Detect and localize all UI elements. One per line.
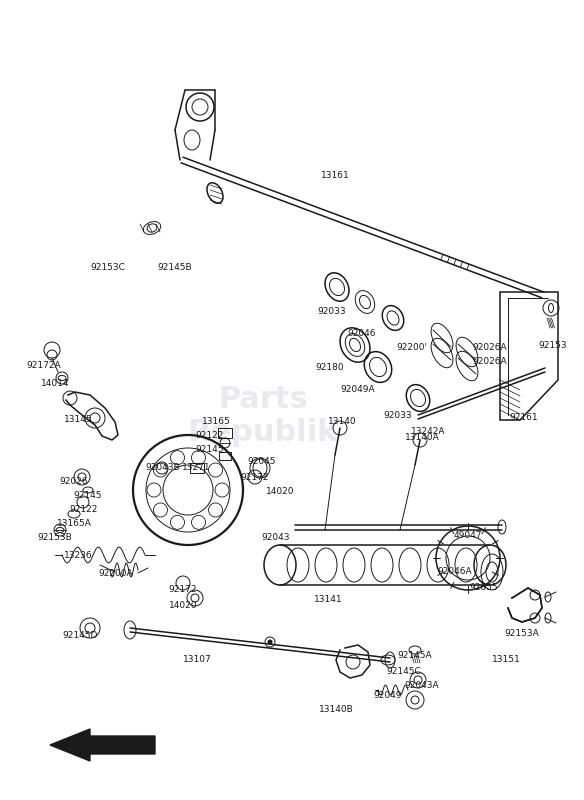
- Bar: [190, 463, 204, 473]
- Text: 13140B: 13140B: [319, 706, 353, 714]
- Circle shape: [268, 640, 272, 644]
- Text: 14014: 14014: [41, 378, 69, 387]
- Text: 92153A: 92153A: [505, 630, 540, 638]
- Text: 92153: 92153: [538, 341, 567, 350]
- Text: 92122: 92122: [70, 506, 98, 514]
- Text: 13140: 13140: [328, 418, 356, 426]
- Text: 14020: 14020: [266, 487, 294, 497]
- Text: 92043B: 92043B: [145, 463, 180, 473]
- Text: 13140A: 13140A: [405, 434, 439, 442]
- Text: 92045: 92045: [248, 458, 276, 466]
- Text: 92046A: 92046A: [437, 567, 472, 577]
- Text: 13141: 13141: [314, 595, 342, 605]
- Text: 13165: 13165: [201, 418, 230, 426]
- Text: 13271: 13271: [182, 463, 210, 473]
- Text: 92145C: 92145C: [387, 667, 422, 677]
- Text: 92180: 92180: [316, 363, 345, 373]
- Text: 92172: 92172: [241, 473, 269, 482]
- Text: 92153C: 92153C: [91, 262, 126, 271]
- Text: 13107: 13107: [183, 655, 211, 665]
- Text: 92043: 92043: [262, 533, 290, 542]
- Text: 92026: 92026: [60, 478, 88, 486]
- Bar: [219, 452, 231, 460]
- Text: 13145: 13145: [64, 415, 92, 425]
- Text: 13165A: 13165A: [57, 518, 92, 527]
- Text: 13242A: 13242A: [411, 427, 445, 437]
- Text: 13151: 13151: [492, 655, 520, 665]
- Text: 92026A: 92026A: [472, 358, 507, 366]
- Text: 92033: 92033: [318, 307, 346, 317]
- Text: 92145D: 92145D: [62, 630, 98, 639]
- Text: 13236: 13236: [64, 550, 92, 559]
- Text: 92200A: 92200A: [99, 570, 133, 578]
- Text: Parts
Republik: Parts Republik: [187, 385, 338, 447]
- Text: 92172: 92172: [169, 586, 197, 594]
- Text: 92145: 92145: [196, 446, 224, 454]
- Text: 92145: 92145: [74, 491, 102, 501]
- Text: 92049A: 92049A: [340, 386, 376, 394]
- Text: 92043A: 92043A: [405, 682, 439, 690]
- Text: 92122: 92122: [196, 431, 224, 441]
- Text: 92046: 92046: [347, 329, 376, 338]
- Text: 92200ʾ: 92200ʾ: [397, 343, 427, 353]
- Text: 92153B: 92153B: [37, 533, 72, 542]
- Text: 92145B: 92145B: [158, 262, 192, 271]
- FancyArrow shape: [50, 729, 155, 761]
- Text: 92033: 92033: [384, 410, 412, 419]
- Text: 92172A: 92172A: [27, 361, 61, 370]
- Text: 92055: 92055: [470, 583, 498, 593]
- Bar: [218, 428, 232, 438]
- Text: 13161: 13161: [321, 170, 349, 179]
- Text: 14020: 14020: [169, 601, 197, 610]
- Text: 92145A: 92145A: [398, 651, 432, 661]
- Text: 49047: 49047: [454, 530, 482, 539]
- Text: 92161: 92161: [510, 414, 538, 422]
- Polygon shape: [508, 588, 542, 622]
- Text: 92049: 92049: [374, 690, 402, 699]
- Text: 92026A: 92026A: [472, 342, 507, 351]
